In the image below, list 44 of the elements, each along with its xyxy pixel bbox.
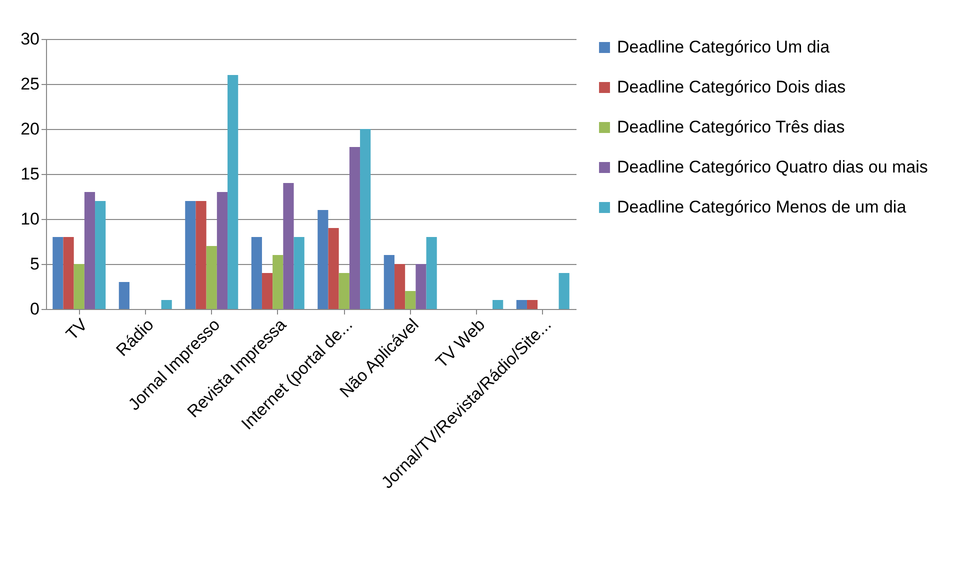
legend-label: Deadline Categórico Menos de um dia xyxy=(617,198,907,216)
bar xyxy=(394,264,406,309)
legend-label: Deadline Categórico Um dia xyxy=(617,38,830,56)
bar xyxy=(318,210,328,309)
y-tick-label: 30 xyxy=(20,30,40,48)
bar xyxy=(84,192,96,309)
bar xyxy=(283,183,294,309)
bar xyxy=(360,129,371,309)
y-tick-label: 25 xyxy=(20,74,40,94)
bar xyxy=(349,147,360,309)
bar xyxy=(416,264,426,309)
bar xyxy=(206,246,217,309)
legend-label: Deadline Categórico Quatro dias ou mais xyxy=(617,158,928,176)
bar xyxy=(185,201,196,309)
bar xyxy=(63,237,74,309)
bar xyxy=(216,192,228,309)
bar xyxy=(294,237,304,309)
bar xyxy=(338,273,350,309)
bar xyxy=(492,300,504,309)
legend-label: Deadline Categórico Três dias xyxy=(617,118,845,136)
legend-label: Deadline Categórico Dois dias xyxy=(617,78,846,96)
bar xyxy=(74,264,84,309)
bar xyxy=(526,300,538,309)
bar xyxy=(95,201,106,309)
bar xyxy=(52,237,64,309)
bar xyxy=(228,75,238,309)
x-tick-label: TV xyxy=(62,314,92,344)
y-tick-label: 10 xyxy=(20,210,40,228)
y-tick-label: 15 xyxy=(20,164,40,184)
y-tick-label: 0 xyxy=(30,300,40,318)
bar xyxy=(272,255,284,309)
bar xyxy=(426,237,437,309)
bar xyxy=(251,237,262,309)
bar xyxy=(558,273,570,309)
bar xyxy=(262,273,273,309)
bar xyxy=(196,201,206,309)
bar xyxy=(161,300,172,309)
bar xyxy=(405,291,416,309)
bar xyxy=(118,282,130,309)
bar xyxy=(384,255,394,309)
y-tick-label: 20 xyxy=(20,120,40,138)
y-tick-label: 5 xyxy=(30,254,40,274)
bar xyxy=(516,300,527,309)
bar xyxy=(328,228,339,309)
